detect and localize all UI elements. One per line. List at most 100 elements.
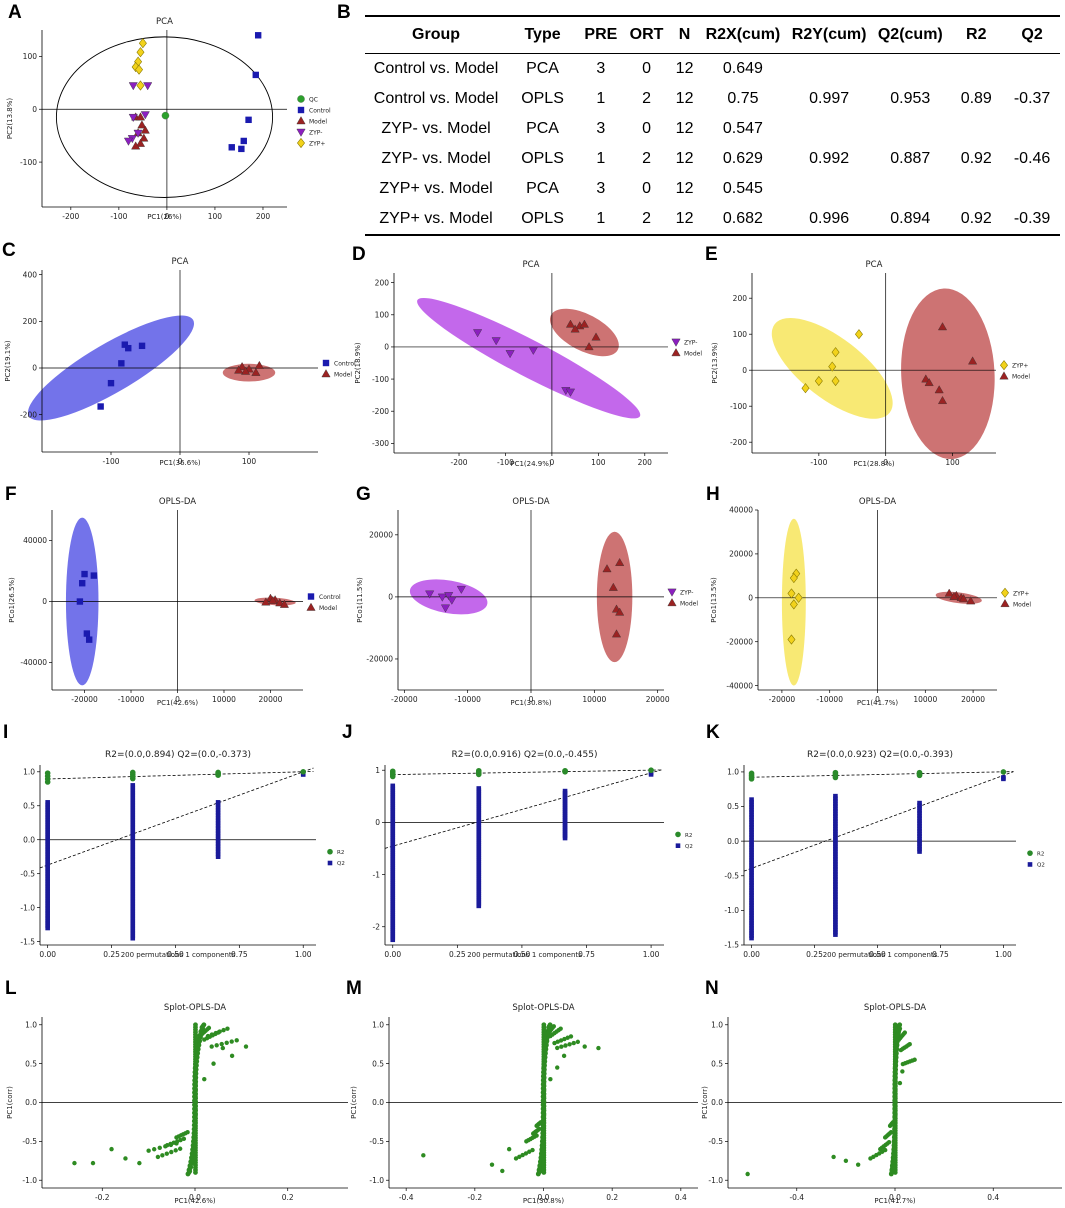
- q2-point: [45, 888, 50, 894]
- q2-point: [749, 930, 754, 936]
- data-point: [135, 138, 146, 147]
- splot-point: [561, 1053, 567, 1059]
- q2-point: [45, 814, 50, 820]
- q2-point: [749, 910, 754, 916]
- data-point: [139, 133, 149, 142]
- legend-marker: [671, 348, 681, 357]
- legend-marker: [322, 359, 330, 367]
- table-cell: 0: [642, 60, 651, 77]
- q2-point: [215, 807, 221, 813]
- q2-point: [749, 933, 754, 938]
- q2-point: [833, 801, 838, 807]
- x-tick-label: 20000: [646, 695, 670, 704]
- legend-marker: [296, 116, 306, 125]
- legend-marker: [675, 843, 681, 848]
- q2-point: [215, 815, 221, 821]
- q2-point: [749, 797, 754, 802]
- q2-point: [45, 901, 50, 906]
- q2-point: [130, 928, 136, 934]
- x-tick-label: -0.2: [468, 1193, 483, 1202]
- splot-point: [213, 1030, 218, 1036]
- table-cell: -0.46: [1013, 150, 1051, 167]
- q2-point: [215, 841, 221, 847]
- q2-point: [917, 810, 922, 816]
- splot-point: [157, 1145, 162, 1150]
- legend-marker: [307, 593, 315, 600]
- q2-point: [749, 865, 754, 870]
- q2-point: [749, 903, 754, 908]
- q2-point: [130, 817, 136, 823]
- data-point: [591, 332, 601, 341]
- table-cell: 1: [596, 90, 606, 107]
- data-point: [966, 596, 976, 605]
- q2-point: [45, 832, 50, 837]
- table-cell: 2: [642, 210, 651, 227]
- col-header: R2X(cum): [705, 26, 781, 43]
- data-point: [254, 32, 262, 39]
- q2-point: [749, 870, 754, 875]
- splot-point: [575, 1039, 581, 1045]
- table-cell: 3: [596, 60, 606, 77]
- q2-point: [130, 913, 136, 919]
- table-cell: 2: [642, 90, 651, 107]
- table-cell: 3: [596, 120, 606, 137]
- splot-point: [176, 1134, 181, 1139]
- data-point: [584, 342, 594, 351]
- q2-point: [45, 913, 50, 918]
- q2-point: [215, 823, 221, 828]
- q2-point: [749, 925, 754, 931]
- y-tick-label: 0: [32, 364, 37, 373]
- q2-point: [917, 821, 922, 826]
- x-tick-label: 100: [945, 458, 960, 467]
- splot-point: [152, 1147, 157, 1152]
- legend-label: Model: [309, 119, 327, 126]
- data-point: [528, 346, 538, 355]
- y-tick-label: -1.5: [20, 937, 35, 946]
- q2-point: [833, 866, 838, 872]
- chart-title: OPLS-DA: [859, 497, 896, 507]
- q2-point: [130, 800, 136, 805]
- q2-point: [130, 896, 136, 902]
- y-tick-label: -100: [730, 402, 747, 411]
- splot-point: [225, 1026, 230, 1031]
- splot-point: [90, 1160, 96, 1166]
- x-tick-label: 20000: [259, 695, 283, 704]
- q2-point: [833, 924, 838, 930]
- legend-marker: [1000, 360, 1008, 371]
- data-point: [787, 588, 796, 599]
- r2-point: [748, 770, 755, 777]
- q2-point: [833, 821, 838, 827]
- q2-point: [917, 805, 922, 811]
- q2-point: [833, 831, 838, 837]
- table-cell: OPLS: [521, 150, 564, 167]
- q2-point: [562, 788, 568, 794]
- panel-letter-d: D: [352, 244, 366, 265]
- panel-letter-c: C: [2, 240, 16, 261]
- x-tick-label: 200: [256, 212, 271, 221]
- y-tick-label: 20000: [369, 531, 393, 540]
- table-cell: PCA: [526, 180, 559, 197]
- x-tick-label: -200: [451, 458, 468, 467]
- q2-point: [45, 896, 50, 901]
- q2-point: [130, 916, 136, 921]
- q2-point: [749, 804, 754, 810]
- q2-point: [917, 803, 922, 808]
- y-tick-label: 100: [733, 330, 748, 339]
- q2-point: [130, 847, 136, 852]
- splot-point: [582, 1044, 587, 1049]
- q2-point: [215, 849, 221, 854]
- y-tick-label: 200: [733, 294, 748, 303]
- legend-label: Model: [680, 600, 698, 607]
- q2-point: [45, 873, 50, 879]
- q2-point: [45, 834, 50, 840]
- q2-point: [45, 918, 50, 923]
- y-tick-label: -1.0: [708, 1176, 723, 1185]
- q2-point: [45, 856, 50, 862]
- splot-point: [901, 1031, 906, 1037]
- y-tick-label: 1: [375, 766, 380, 775]
- q2-point: [749, 900, 754, 906]
- table-cell: ZYP- vs. Model: [381, 120, 491, 137]
- table-cell: 0.547: [722, 120, 763, 137]
- splot-point: [558, 1038, 564, 1043]
- x-tick-label: 1.00: [295, 950, 312, 959]
